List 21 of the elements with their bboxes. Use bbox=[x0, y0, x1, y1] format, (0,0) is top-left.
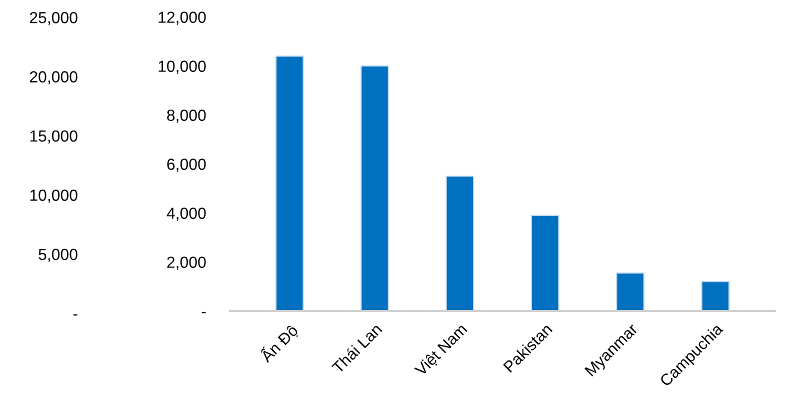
bar bbox=[275, 56, 304, 311]
x-tick-label: Ấn Độ bbox=[258, 322, 300, 365]
bar bbox=[530, 214, 560, 311]
bar bbox=[701, 281, 730, 311]
text: 10,000 bbox=[30, 190, 78, 203]
y-tick-label: 2,000 bbox=[167, 256, 206, 270]
y-tick-label: 10,000 bbox=[158, 60, 206, 74]
y-tick-label: 6,000 bbox=[167, 158, 206, 172]
y-tick-label: 4,000 bbox=[166, 208, 206, 221]
text: 20,000 bbox=[30, 71, 78, 84]
y-tick-label: 12,000 bbox=[158, 12, 206, 25]
y-tick-label: 8,000 bbox=[167, 110, 206, 123]
bar bbox=[446, 176, 474, 311]
x-tick-label: Thái Lan bbox=[330, 322, 382, 374]
text: 25,000 bbox=[30, 12, 78, 26]
text: - bbox=[73, 314, 78, 316]
bar bbox=[360, 65, 389, 311]
text: 5,000 bbox=[38, 248, 78, 262]
bar bbox=[616, 272, 644, 311]
text: 15,000 bbox=[30, 130, 78, 144]
y-tick-label: - bbox=[202, 312, 206, 314]
